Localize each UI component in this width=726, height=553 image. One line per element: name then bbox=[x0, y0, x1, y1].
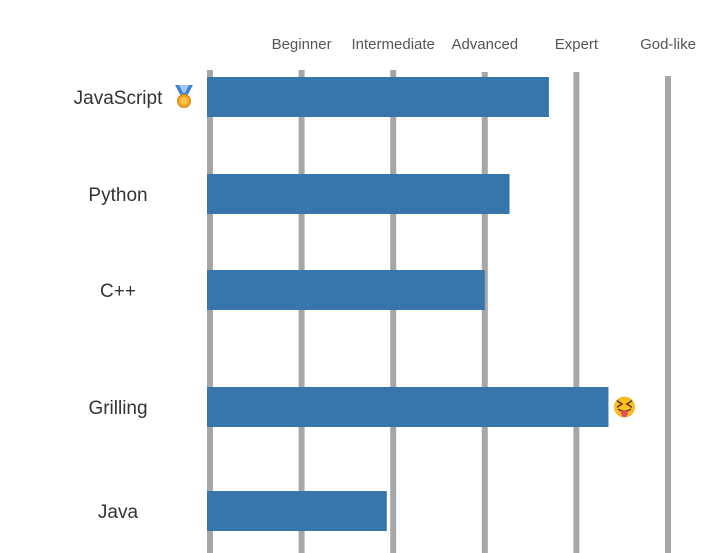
x-tick-intermediate: Intermediate bbox=[352, 36, 435, 53]
y-label-cpp: C++ bbox=[100, 281, 136, 302]
y-label-java: Java bbox=[98, 502, 139, 523]
bar-java bbox=[207, 491, 387, 531]
x-tick-expert: Expert bbox=[555, 36, 599, 53]
bar-grilling bbox=[207, 387, 609, 427]
y-label-grilling: Grilling bbox=[88, 398, 147, 419]
x-tick-god-like: God-like bbox=[640, 36, 696, 53]
y-label-python: Python bbox=[88, 185, 147, 206]
medal-icon bbox=[175, 85, 193, 108]
tongue-out-emoji-icon bbox=[614, 396, 635, 418]
bar-python bbox=[207, 174, 510, 214]
y-axis-labels: JavaScript Python C++ Grilling Java bbox=[74, 88, 163, 523]
x-tick-advanced: Advanced bbox=[451, 36, 518, 53]
bar-cpp bbox=[207, 270, 485, 310]
annotation-icons bbox=[175, 85, 635, 418]
grid-layer bbox=[207, 70, 671, 553]
y-label-javascript: JavaScript bbox=[74, 88, 163, 109]
bar-layer bbox=[207, 77, 609, 531]
bar-javascript bbox=[207, 77, 549, 117]
x-tick-beginner: Beginner bbox=[272, 36, 332, 53]
x-axis-ticks: Beginner Intermediate Advanced Expert God-li… bbox=[272, 36, 696, 53]
